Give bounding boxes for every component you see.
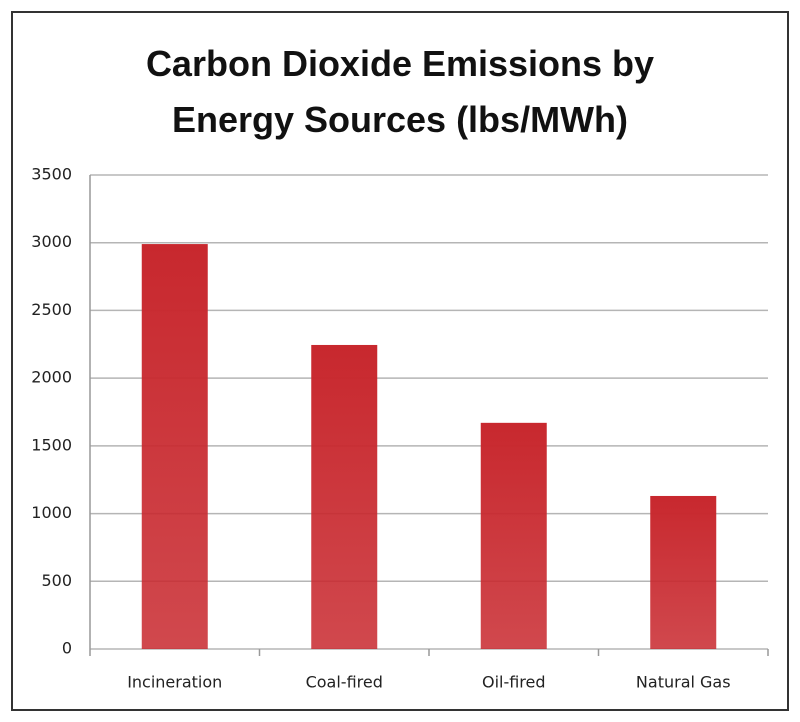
y-tick-label: 1500 xyxy=(31,435,72,454)
x-tick-label: Oil-fired xyxy=(482,673,546,692)
bar xyxy=(650,495,717,649)
frame-border xyxy=(11,11,789,711)
bar xyxy=(311,344,378,649)
y-tick-label: 2500 xyxy=(31,300,72,319)
y-tick-label: 1000 xyxy=(31,503,72,522)
y-tick-label: 0 xyxy=(62,639,72,658)
x-tick-label: Incineration xyxy=(127,673,222,692)
y-tick-label: 2000 xyxy=(31,368,72,387)
chart-title: Carbon Dioxide Emissions by Energy Sourc… xyxy=(145,43,655,140)
x-tick-label: Coal-fired xyxy=(306,673,383,692)
bar xyxy=(141,244,208,649)
y-tick-label: 500 xyxy=(41,571,72,590)
x-tick-label: Natural Gas xyxy=(636,673,731,692)
bar xyxy=(480,422,547,649)
y-tick-label: 3000 xyxy=(31,232,72,251)
y-tick-label: 3500 xyxy=(31,165,72,184)
